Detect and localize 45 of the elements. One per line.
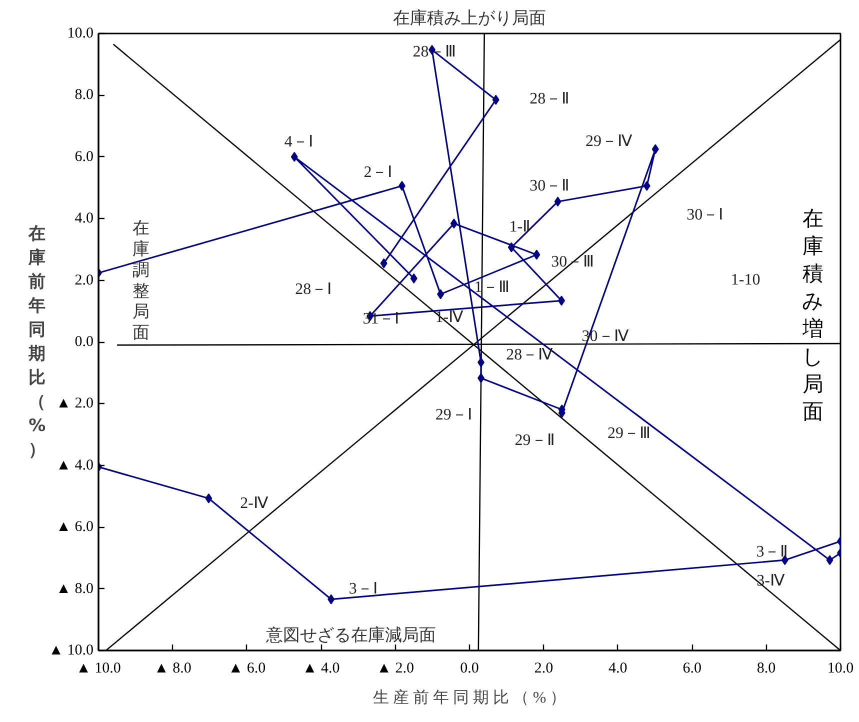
x-tick-label: ▲ 2.0	[376, 660, 414, 676]
text: 在庫前年同期比（%）	[28, 224, 46, 460]
y-tick-label: ▲ 10.0	[48, 642, 94, 658]
annotation: 29－Ⅳ	[585, 132, 632, 150]
annotation: 28－Ⅰ	[295, 281, 332, 298]
text: 在庫積み上がり局面	[393, 8, 546, 28]
annotation: 30－Ⅱ	[530, 177, 570, 194]
annotation: 29－Ⅲ	[608, 424, 651, 442]
annotation: 29－Ⅰ	[435, 406, 472, 424]
annotation: 29－Ⅱ	[514, 432, 555, 450]
annotation: 3－Ⅱ	[756, 543, 788, 560]
y-tick-label: 2.0	[74, 272, 94, 288]
x-tick-label: ▲ 4.0	[302, 660, 340, 676]
x-tick-label: 10.0	[827, 660, 854, 676]
y-tick-label: ▲ 6.0	[56, 519, 94, 536]
annotation: 4－Ⅰ	[284, 134, 314, 151]
y-tick-label: 6.0	[74, 148, 94, 165]
annotation: 3-Ⅳ	[756, 572, 785, 590]
x-axis-title: 生 産 前 年 同 期 比 （ % ）	[372, 688, 566, 706]
annotation: 28－Ⅱ	[530, 90, 570, 108]
x-tick-label: ▲ 6.0	[228, 660, 266, 676]
x-tick-label: 6.0	[682, 660, 702, 676]
annotation: 2-Ⅳ	[240, 495, 268, 512]
x-tick-label: 0.0	[460, 660, 479, 676]
annotation: 1-10	[730, 272, 760, 289]
annotation: 1-Ⅱ	[509, 218, 531, 236]
x-tick-label: ▲ 8.0	[154, 660, 192, 676]
y-tick-label: 0.0	[74, 334, 94, 350]
annotation: 30－Ⅰ	[686, 206, 724, 224]
y-tick-label: ▲ 4.0	[56, 457, 94, 474]
annotation: 3－Ⅰ	[348, 580, 378, 598]
x-tick-label: 2.0	[534, 660, 554, 676]
x-tick-label: 8.0	[756, 660, 776, 676]
annotation: 在庫積み増し局面	[802, 206, 824, 424]
y-tick-label: 4.0	[74, 210, 94, 227]
y-tick-label: ▲ 8.0	[56, 580, 94, 597]
y-tick-label: 10.0	[67, 26, 94, 42]
x-tick-label: 4.0	[608, 660, 628, 676]
y-tick-label: 8.0	[74, 87, 94, 104]
annotation: 28－Ⅳ	[506, 346, 554, 364]
annotation: 1－Ⅲ	[474, 279, 510, 296]
annotation: 在庫調整局面	[132, 218, 150, 342]
annotation: 2－Ⅰ	[364, 164, 393, 181]
y-tick-label: ▲ 2.0	[56, 396, 94, 412]
annotation: 意図せざる在庫減局面	[264, 625, 436, 644]
